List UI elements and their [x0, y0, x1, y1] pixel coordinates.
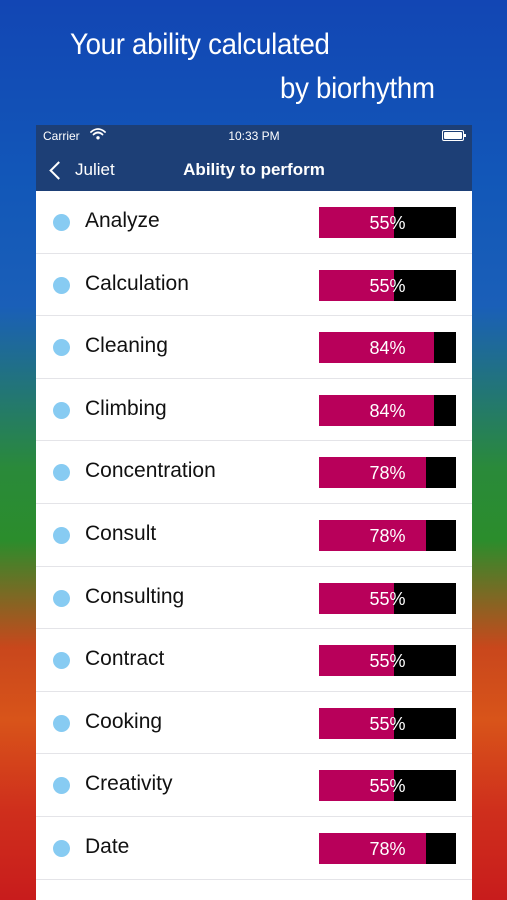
percent-label: 84% [369, 338, 406, 359]
promo-headline-line2: by biorhythm [280, 72, 435, 105]
list-item[interactable]: Consult 78% [36, 504, 472, 567]
wifi-icon [90, 128, 106, 143]
ability-name: Creativity [85, 772, 173, 796]
list-item[interactable]: Concentration 78% [36, 441, 472, 504]
promo-banner: Your ability calculated by biorhythm [0, 0, 507, 125]
ability-name: Calculation [85, 271, 189, 295]
promo-headline-line1: Your ability calculated [70, 28, 330, 61]
ability-progress-bar: 55% [319, 269, 456, 301]
bullet-dot-icon [53, 526, 70, 544]
percent-label: 55% [369, 713, 406, 734]
percent-label: 55% [369, 588, 406, 609]
ability-list: Analyze 55% Calculation 55% Cleaning 84% Climb… [36, 191, 472, 880]
battery-icon [442, 130, 466, 141]
ability-name: Concentration [85, 459, 216, 483]
page-title: Ability to perform [183, 160, 325, 179]
progress-fill [319, 770, 395, 802]
ability-progress-bar: 55% [319, 645, 456, 677]
progress-fill [319, 269, 395, 301]
ability-progress-bar: 55% [319, 770, 456, 802]
bullet-dot-icon [53, 714, 70, 732]
progress-fill [319, 457, 426, 489]
ability-name: Cleaning [85, 334, 168, 358]
bullet-dot-icon [53, 839, 70, 857]
bullet-dot-icon [53, 777, 70, 795]
back-button[interactable]: Juliet [48, 159, 115, 181]
progress-fill [319, 645, 395, 677]
ability-name: Consulting [85, 584, 185, 608]
ability-name: Date [85, 834, 130, 858]
percent-label: 55% [369, 776, 406, 797]
progress-fill [319, 519, 426, 551]
progress-fill [319, 832, 426, 864]
list-item[interactable]: Consulting 55% [36, 567, 472, 630]
back-button-label: Juliet [75, 160, 115, 179]
bullet-dot-icon [53, 276, 70, 294]
ability-progress-bar: 84% [319, 394, 456, 426]
list-item[interactable]: Contract 55% [36, 629, 472, 692]
ability-progress-bar: 55% [319, 207, 456, 238]
list-item[interactable]: Cleaning 84% [36, 316, 472, 379]
bullet-dot-icon [53, 464, 70, 482]
ability-progress-bar: 78% [319, 832, 456, 864]
ability-name: Cooking [85, 709, 163, 733]
carrier-label: Carrier [43, 129, 80, 143]
status-bar: Carrier 10:33 PM [36, 125, 472, 145]
list-item[interactable]: Date 78% [36, 817, 472, 880]
percent-label: 84% [369, 400, 406, 421]
ability-name: Contract [85, 647, 165, 671]
percent-label: 78% [369, 463, 406, 484]
progress-fill [319, 582, 395, 614]
ability-progress-bar: 84% [319, 332, 456, 364]
ability-name: Consult [85, 521, 157, 545]
ability-progress-bar: 78% [319, 457, 456, 489]
progress-fill [319, 394, 435, 426]
bullet-dot-icon [53, 401, 70, 419]
navigation-bar: Carrier 10:33 PM Juliet Ability to perfo… [36, 125, 472, 191]
ability-progress-bar: 55% [319, 582, 456, 614]
percent-label: 55% [369, 275, 406, 296]
progress-fill [319, 332, 435, 364]
bullet-dot-icon [53, 652, 70, 670]
device-screen: Carrier 10:33 PM Juliet Ability to perfo… [36, 125, 472, 900]
progress-fill [319, 707, 395, 739]
list-item[interactable]: Cooking 55% [36, 692, 472, 755]
ability-progress-bar: 78% [319, 519, 456, 551]
percent-label: 55% [369, 651, 406, 672]
ability-name: Analyze [85, 209, 160, 232]
list-item[interactable]: Calculation 55% [36, 254, 472, 317]
bullet-dot-icon [53, 214, 70, 231]
ability-progress-bar: 55% [319, 707, 456, 739]
list-item[interactable]: Analyze 55% [36, 191, 472, 254]
percent-label: 55% [369, 213, 406, 233]
progress-fill [319, 207, 395, 238]
bullet-dot-icon [53, 339, 70, 357]
list-item[interactable]: Climbing 84% [36, 379, 472, 442]
bullet-dot-icon [53, 589, 70, 607]
ability-name: Climbing [85, 396, 167, 420]
status-time: 10:33 PM [228, 129, 280, 143]
percent-label: 78% [369, 838, 406, 859]
list-item[interactable]: Creativity 55% [36, 754, 472, 817]
percent-label: 78% [369, 525, 406, 546]
